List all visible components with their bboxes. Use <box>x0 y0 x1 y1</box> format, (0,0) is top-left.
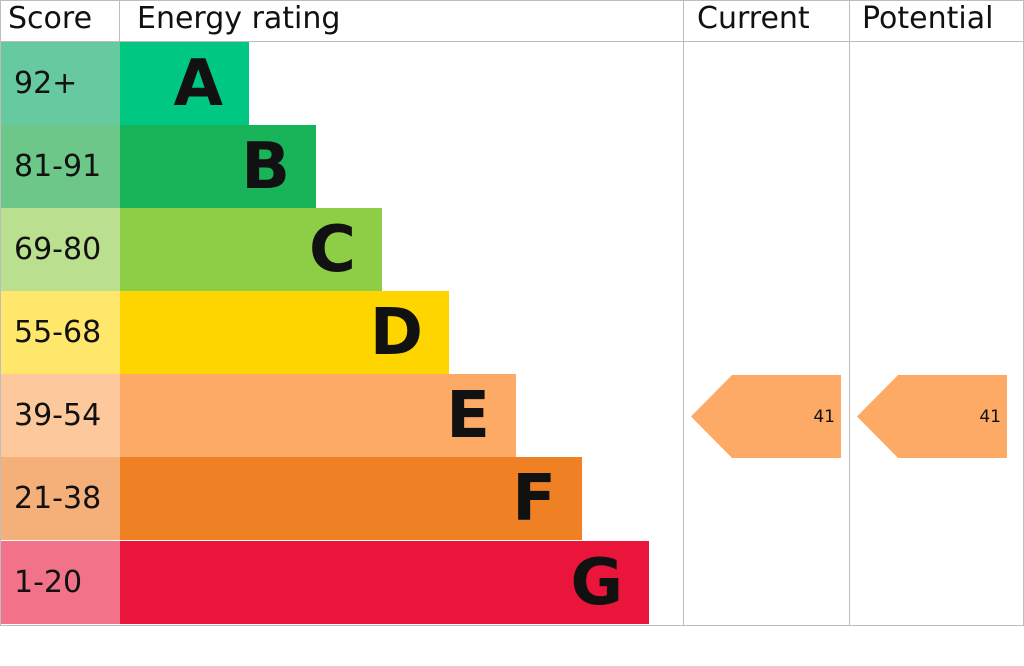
rating-letter-f: F <box>512 461 556 536</box>
potential-rating-value: 41 <box>979 406 1001 427</box>
score-range-b: 81-91 <box>0 125 120 208</box>
rating-bar-d: D <box>120 291 449 374</box>
rating-bar-e: E <box>120 374 516 457</box>
divider <box>0 625 1024 626</box>
header-score: Score <box>8 1 93 36</box>
divider <box>0 41 1024 42</box>
score-range-g: 1-20 <box>0 541 120 624</box>
score-range-a: 92+ <box>0 42 120 125</box>
rating-letter-d: D <box>369 295 423 370</box>
rating-letter-e: E <box>446 378 490 453</box>
rating-bar-b: B <box>120 125 316 208</box>
rating-bar-a: A <box>120 42 249 125</box>
potential-rating-arrow: 41 <box>857 375 1007 458</box>
rating-bar-g: G <box>120 541 649 624</box>
rating-letter-a: A <box>173 46 223 121</box>
header-potential: Potential <box>862 1 994 36</box>
rating-letter-b: B <box>241 129 290 204</box>
energy-rating-chart: Score Energy rating Current Potential 92… <box>0 0 1024 626</box>
arrow-icon <box>857 375 1007 458</box>
score-range-d: 55-68 <box>0 291 120 374</box>
current-rating-value: 41 <box>813 406 835 427</box>
current-rating-arrow: 41 <box>691 375 841 458</box>
divider <box>849 0 850 626</box>
rating-letter-g: G <box>570 545 623 620</box>
rating-letter-c: C <box>309 212 356 287</box>
score-range-c: 69-80 <box>0 208 120 291</box>
divider <box>119 0 120 41</box>
score-range-e: 39-54 <box>0 374 120 457</box>
rating-bar-c: C <box>120 208 382 291</box>
rating-bar-f: F <box>120 457 582 540</box>
arrow-icon <box>691 375 841 458</box>
divider <box>683 0 684 626</box>
divider <box>0 0 1 626</box>
header-current: Current <box>697 1 810 36</box>
score-range-f: 21-38 <box>0 457 120 540</box>
header-energy-rating: Energy rating <box>137 1 341 36</box>
divider <box>0 0 1024 1</box>
